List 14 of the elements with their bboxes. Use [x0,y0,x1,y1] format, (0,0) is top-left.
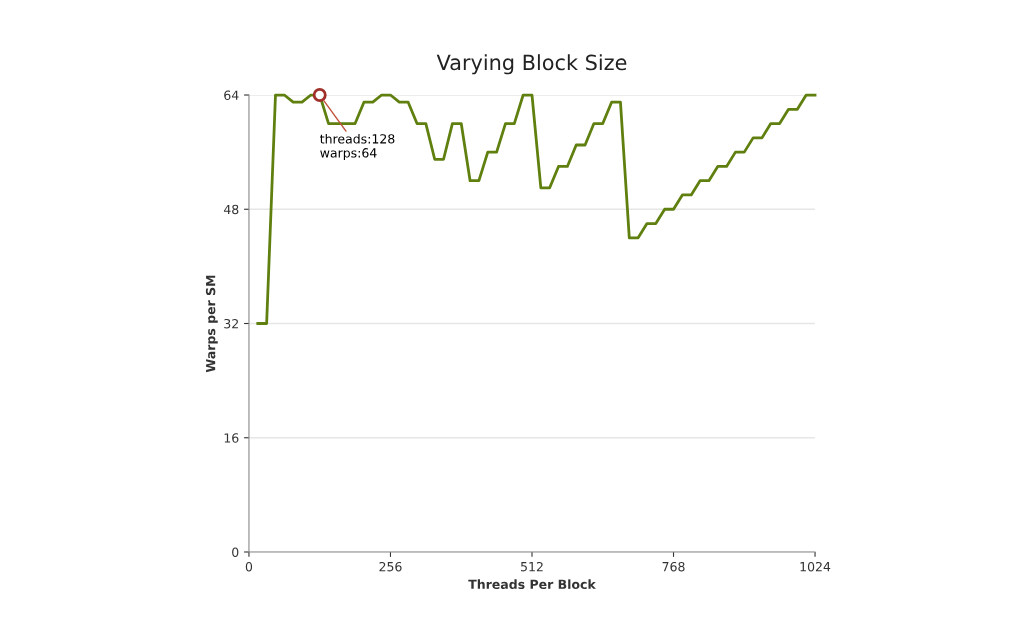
y-axis-title: Warps per SM [205,275,218,373]
x-tick-label: 256 [379,561,402,572]
x-tick-label: 512 [521,561,543,572]
y-tick-label: 48 [223,204,239,215]
y-tick-label: 0 [232,547,239,557]
chart-title: Varying Block Size [436,54,627,75]
y-tick-label: 64 [224,90,239,100]
x-tick-label: 0 [245,561,253,572]
x-axis-title: Threads Per Block [468,579,596,590]
y-tick-label: 32 [224,318,238,329]
annotation: threads:128 warps:64 [320,133,395,160]
x-tick-label: 1024 [800,561,831,572]
y-tick-label: 16 [224,433,239,443]
x-tick-label: 768 [662,561,685,572]
